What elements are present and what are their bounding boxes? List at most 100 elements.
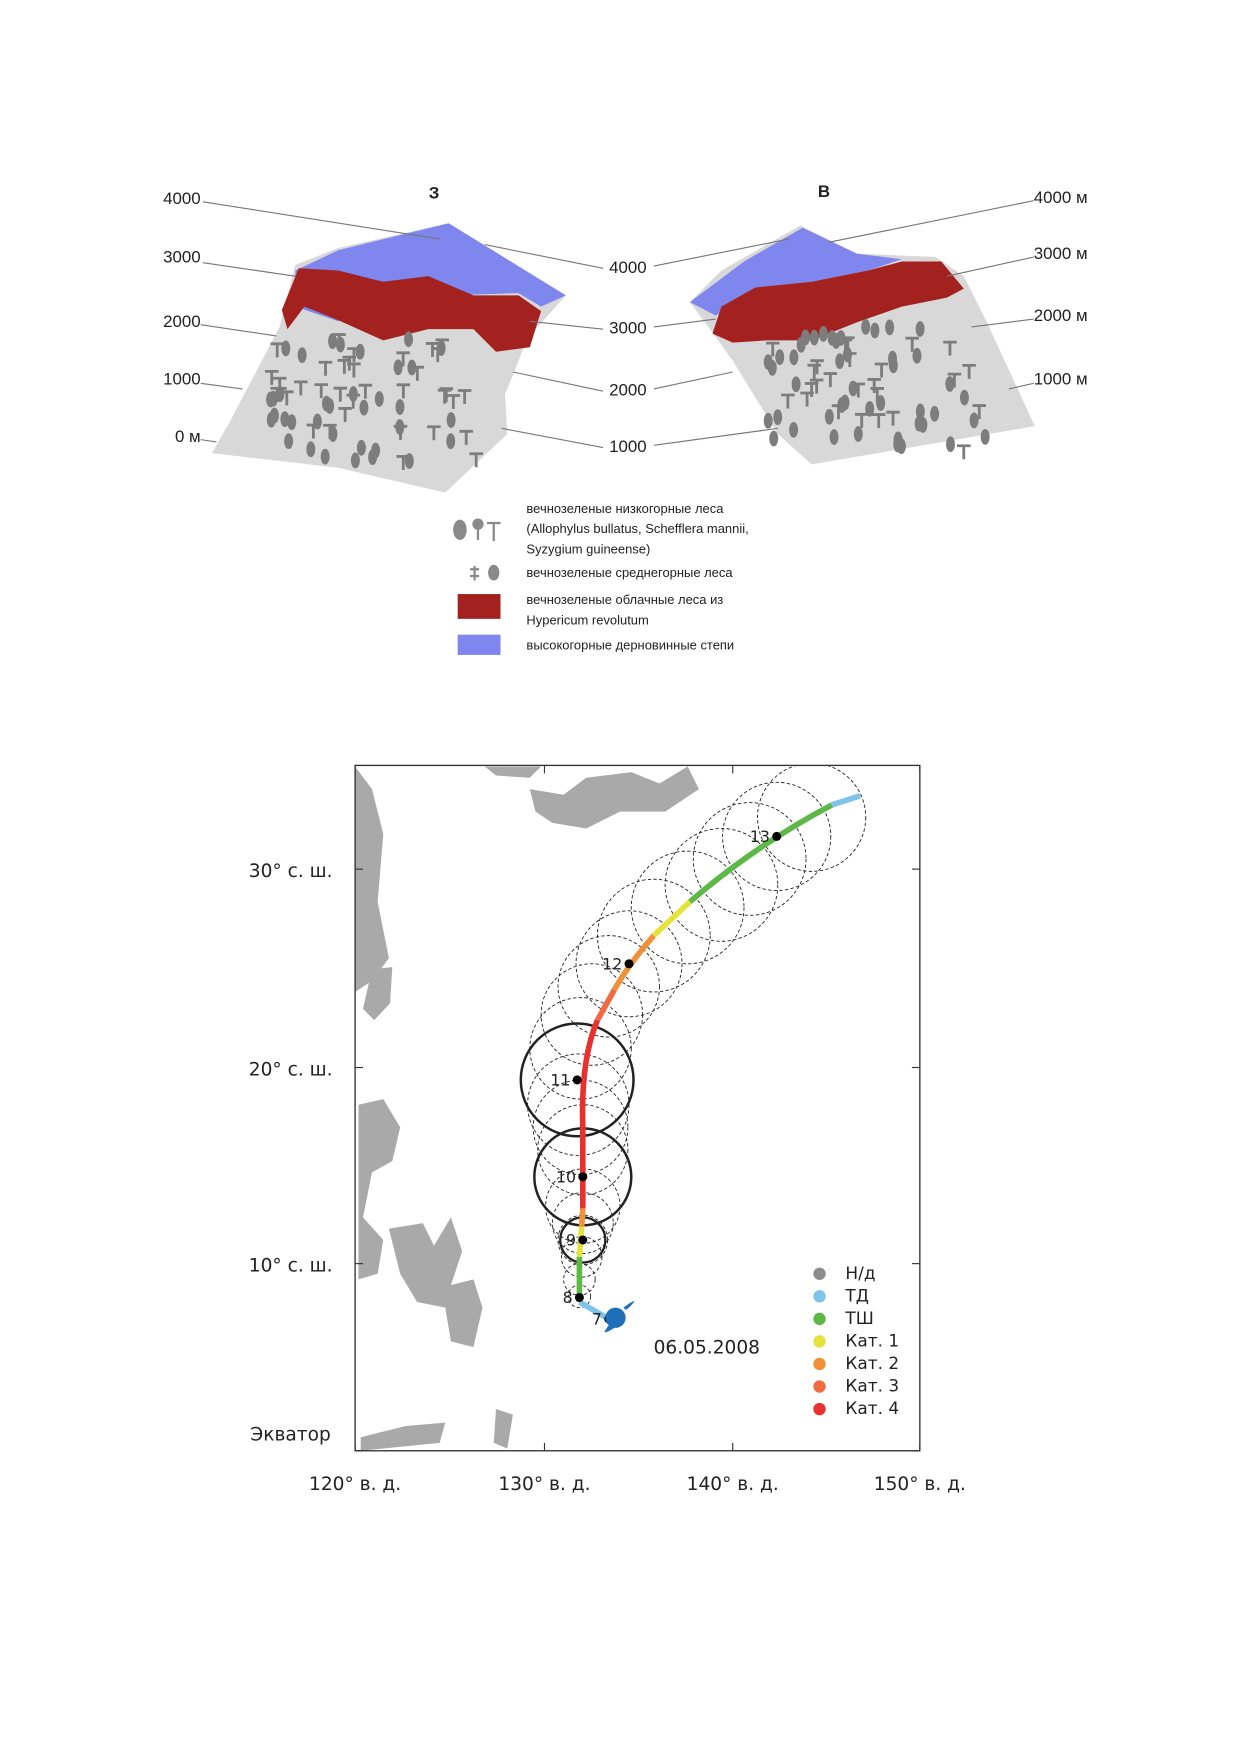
tree <box>348 386 358 402</box>
tree <box>807 363 822 379</box>
tree <box>393 359 403 376</box>
legend-text: высокогорные дерновинные степи <box>526 637 734 652</box>
tree <box>947 372 962 388</box>
tree <box>395 399 405 415</box>
mountain-diagram: З В вечнозеленые низкогорные леса (Alloph… <box>163 182 1088 655</box>
legend-label: ТД <box>844 1285 869 1305</box>
legend-text: Hypericum revolutum <box>526 613 648 628</box>
tree <box>829 429 839 445</box>
tree <box>854 412 869 428</box>
tree <box>425 341 440 357</box>
tree <box>831 332 841 349</box>
longitude-label: 140° в. д. <box>687 1474 779 1495</box>
typhoon-symbol <box>604 1300 635 1333</box>
tree <box>800 391 814 407</box>
tree <box>769 430 779 447</box>
tree <box>969 412 979 429</box>
tree <box>972 404 987 420</box>
track-segment <box>831 793 861 808</box>
tree <box>410 365 425 381</box>
track-point-label: 8 <box>563 1288 573 1307</box>
legend-text: вечнозеленые среднегорные леса <box>526 565 733 580</box>
track-segment <box>651 899 692 938</box>
tree <box>306 441 316 458</box>
track-point-label: 9 <box>566 1231 576 1250</box>
elevation-label: 1000 м <box>1034 369 1088 388</box>
legend-text: (Allophylus bullatus, Schefflera mannii, <box>526 521 748 536</box>
elevation-label: 4000 м <box>1034 188 1088 207</box>
tree <box>831 404 846 420</box>
tree <box>791 376 801 393</box>
wind-radius <box>664 828 779 942</box>
tree <box>775 349 785 366</box>
track: 78 9 10 11 12 13 <box>550 793 861 1329</box>
tree <box>395 419 405 435</box>
track-segment <box>578 1299 611 1322</box>
tree <box>297 347 307 364</box>
tree <box>368 449 378 466</box>
longitude-label: 120° в. д. <box>309 1474 401 1495</box>
elevation-label: 0 м <box>175 427 201 446</box>
tree <box>306 423 321 439</box>
tree <box>437 388 452 404</box>
legend-label: Кат. 2 <box>845 1353 899 1373</box>
wind-radii <box>519 765 867 1309</box>
tree <box>323 423 337 439</box>
land <box>355 766 699 1451</box>
tree <box>810 359 824 375</box>
longitude-label: 130° в. д. <box>498 1474 590 1495</box>
tree <box>959 389 969 406</box>
tree <box>459 429 473 445</box>
land-mass <box>358 1099 401 1280</box>
leader-line <box>484 244 604 449</box>
legend-dot <box>813 1357 826 1371</box>
tree <box>874 362 889 378</box>
track-point-label: 7 <box>592 1310 602 1329</box>
tree <box>270 342 284 358</box>
leader-line <box>828 200 1034 390</box>
tree <box>905 336 919 352</box>
wind-radius <box>519 1022 635 1138</box>
track-point <box>574 1292 584 1302</box>
elevation-label: 3000 м <box>1034 244 1088 263</box>
tree <box>763 412 773 429</box>
map-frame <box>354 764 921 1452</box>
land-mass <box>529 766 699 829</box>
tree <box>809 329 819 346</box>
latitude-label: 20° с. ш. <box>249 1059 333 1080</box>
latitude-label: 10° с. ш. <box>249 1255 333 1276</box>
tree <box>338 407 352 422</box>
tree <box>962 363 976 379</box>
wind-radius <box>722 781 832 891</box>
tree <box>945 376 955 392</box>
tree <box>835 353 845 370</box>
tree <box>446 433 456 450</box>
elevation-label: 3000 <box>609 319 647 338</box>
tree <box>269 407 279 424</box>
tree <box>773 409 783 426</box>
tree <box>781 393 795 409</box>
legend: вечнозеленые низкогорные леса (Allophylus… <box>453 501 749 655</box>
track-segment <box>594 988 617 1022</box>
tree <box>356 439 366 456</box>
tree <box>765 341 780 357</box>
trees <box>265 319 990 470</box>
tree <box>318 360 333 376</box>
legend-label: Н/д <box>845 1263 875 1283</box>
tree <box>350 452 360 469</box>
track-point-label: 12 <box>602 954 622 973</box>
steppe-zone <box>689 227 902 316</box>
track-point-label: 13 <box>750 827 770 846</box>
tree <box>893 436 903 453</box>
track-point-label: 11 <box>550 1071 570 1090</box>
tree <box>281 340 291 357</box>
wind-radius <box>692 802 807 916</box>
elevation-label: 4000 <box>163 189 201 208</box>
leader-lines <box>200 200 1034 449</box>
legend-label: Кат. 3 <box>845 1376 899 1396</box>
tree <box>867 378 881 393</box>
tree <box>870 387 885 402</box>
tree <box>851 382 866 398</box>
tree <box>945 436 956 453</box>
tree <box>284 433 294 450</box>
